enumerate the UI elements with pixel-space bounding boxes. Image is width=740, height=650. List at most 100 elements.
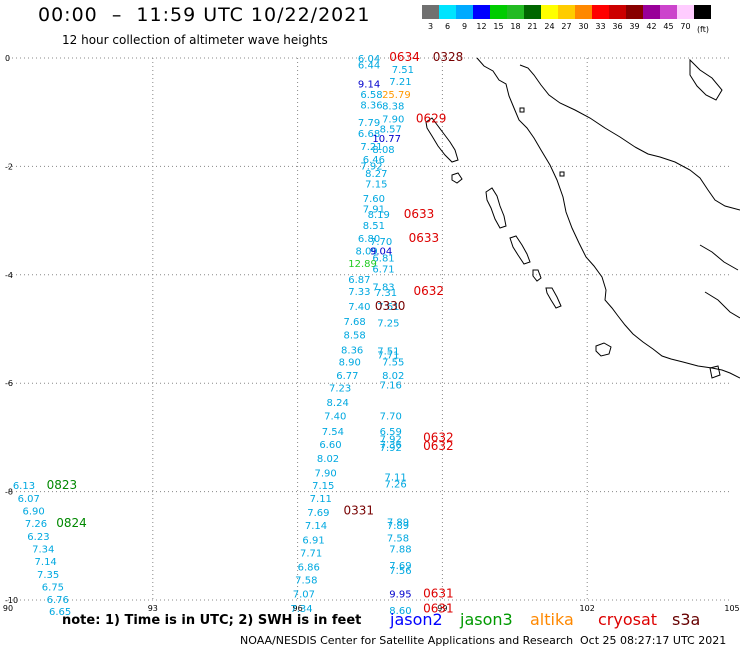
colorbar-swatch [575,5,592,19]
pass-time-label: 0629 [416,112,447,126]
generated-timestamp: Oct 25 08:27:17 UTC 2021 [580,634,727,647]
map-title: 00:00 – 11:59 UTC 10/22/2021 [38,4,371,26]
colorbar-cell [694,5,711,31]
credit-line: NOAA/NESDIS Center for Satellite Applica… [240,634,574,647]
wave-height-label: 6.76 [47,595,69,606]
colorbar-label: 27 [561,22,572,31]
pagai-islands [545,287,562,309]
pass-time-label: 0331 [343,504,374,518]
wave-height-label: 6.60 [319,440,341,451]
colorbar-cell: 15 [490,5,507,31]
wave-height-label: 7.21 [389,77,411,88]
wave-height-label: 7.89 [387,517,409,528]
siberut-island [509,235,531,265]
wave-height-colorbar: 3 6 9 12 15 18 21 24 27 30 33 36 39 42 45 70 (ft) [422,5,711,34]
wave-height-label: 7.70 [370,237,392,248]
colorbar-cell: 39 [626,5,643,31]
colorbar-cell: 36 [609,5,626,31]
wave-height-label: 8.08 [372,145,394,156]
wave-height-label: 7.14 [305,521,327,532]
sipora-island [532,269,542,282]
wave-height-label: 7.07 [293,589,315,600]
pass-time-label: 0632 [423,430,454,444]
wave-height-label: 7.55 [382,358,404,369]
lat-tick-label: -2 [5,162,13,171]
pass-time-label: 0632 [423,439,454,453]
colorbar-label: 9 [461,22,468,31]
colorbar-swatch [541,5,558,19]
wave-height-label: 6.46 [363,155,385,166]
wave-height-label: 10.77 [372,134,401,145]
wave-height-label: 7.40 [348,302,370,313]
northern-coast [519,64,740,211]
wave-height-label: 7.79 [358,118,380,129]
wave-height-label: 8.24 [327,398,349,409]
colorbar-label: 24 [544,22,555,31]
wave-height-label: 8.60 [389,606,411,617]
satellite-legend-cryosat: cryosat [598,610,658,629]
wave-height-label: 7.71 [377,350,399,361]
colorbar-label: 21 [527,22,538,31]
wave-height-label: 9.14 [358,79,380,90]
enggano-island [595,342,612,357]
wave-height-label: 6.58 [360,90,382,101]
lat-tick-label: 0 [5,54,10,63]
pass-time-label: 0328 [433,50,464,64]
wave-height-label: 7.83 [372,283,394,294]
wave-height-label: 6.81 [372,253,394,264]
wave-height-label: 7.40 [324,412,346,423]
wave-height-label: 7.15 [312,481,334,492]
wave-height-label: 6.23 [27,532,49,543]
small-island-a [519,107,525,113]
pass-time-label: 0633 [409,231,440,245]
map-subtitle: 12 hour collection of altimeter wave hei… [62,33,328,47]
colorbar-label: 18 [510,22,521,31]
sumatra-coast [476,57,740,379]
wave-height-label: 7.54 [322,427,344,438]
colorbar-label: 3 [427,22,434,31]
wave-height-label: 6.07 [18,494,40,505]
wave-height-label: 6.13 [13,481,35,492]
wave-height-label: 8.19 [368,210,390,221]
wave-height-label: 8.36 [360,101,382,112]
pass-time-label: 0823 [47,478,78,492]
wave-height-label: 8.09 [356,246,378,257]
colorbar-label: 70 [680,22,691,31]
wave-height-label: 7.69 [307,508,329,519]
lat-tick-label: -10 [5,596,18,605]
wave-height-label: 6.80 [358,234,380,245]
wave-height-label: 7.91 [363,205,385,216]
small-island-b [559,171,565,177]
colorbar-swatch [592,5,609,19]
pass-time-label: 0631 [423,602,454,616]
wave-height-label: 7.15 [365,180,387,191]
colorbar-unit: (ft) [696,25,709,34]
colorbar-swatch [422,5,439,19]
lon-tick-label: 102 [580,604,595,613]
wave-height-label: 7.70 [380,412,402,423]
wave-height-label: 7.51 [377,347,399,358]
wave-height-label: 8.57 [380,124,402,135]
colorbar-cell: 42 [643,5,660,31]
wave-height-label: 9.95 [389,589,411,600]
footnote: note: 1) Time is in UTC; 2) SWH is in fe… [62,613,362,628]
wave-height-label: 7.31 [375,288,397,299]
northeast-land [689,58,723,101]
colorbar-swatch [473,5,490,19]
wave-height-label: 7.51 [392,65,414,76]
colorbar-cell: 3 [422,5,439,31]
colorbar-label: 15 [493,22,504,31]
wave-height-label: 7.92 [380,434,402,445]
colorbar-label: 12 [476,22,487,31]
colorbar-cell: 18 [507,5,524,31]
colorbar-label: 39 [629,22,640,31]
colorbar-label: 33 [595,22,606,31]
wave-height-label: 7.56 [389,566,411,577]
wave-height-label: 6.04 [358,54,380,65]
wave-height-label: 8.02 [317,454,339,465]
pass-time-label: 0824 [56,516,87,530]
wave-height-label: 7.90 [382,115,404,126]
lat-tick-label: -4 [5,271,13,280]
wave-height-label: 7.90 [314,469,336,480]
satellite-legend-jason3: jason3 [460,610,513,629]
